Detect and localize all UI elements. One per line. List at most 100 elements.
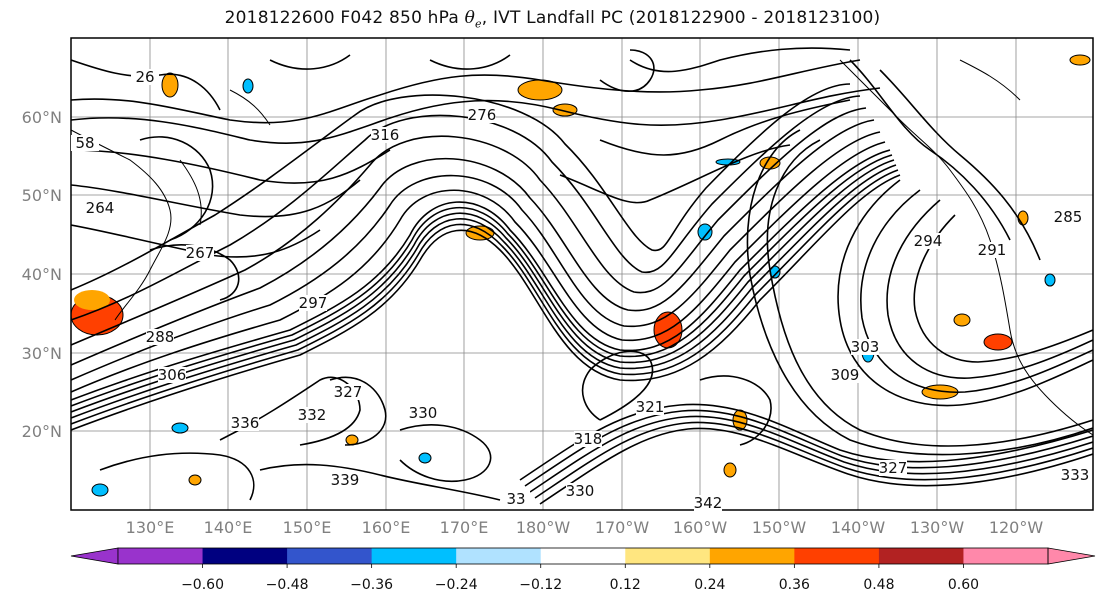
colorbar-segment	[287, 548, 373, 564]
coastlines	[71, 59, 1093, 436]
contour-label: 332	[298, 406, 327, 424]
contour-label-bg	[299, 295, 327, 311]
colorbar-min-extend	[70, 547, 119, 565]
contour-label: 330	[566, 482, 595, 500]
contour-labels: 26 267 297 294 264 306 327 330 336 332 339 303 309 32…	[71, 68, 1089, 512]
contour-label-bg	[86, 200, 114, 216]
contour-label-bg	[1061, 467, 1089, 483]
map-frame	[70, 37, 1094, 511]
colorbar-segment	[202, 548, 288, 564]
figure-title: 2018122600 F042 850 hPa θe, IVT Landfall…	[224, 8, 881, 31]
colorbar-tick-label: −0.48	[266, 577, 309, 593]
lon-tick-label: 140°E	[204, 518, 253, 537]
shaded-patches	[71, 54, 1091, 497]
lon-tick-label: 150°W	[752, 518, 807, 537]
colorbar-segment	[878, 548, 964, 564]
lon-tick-label: 170°E	[440, 518, 489, 537]
colorbar-tick-label: −0.60	[181, 577, 224, 593]
contour-label-bg	[158, 367, 186, 383]
contour-label-bg	[851, 339, 879, 355]
contour-label: 342	[694, 494, 723, 512]
colorbar-tick-label: −0.36	[350, 577, 393, 593]
contour-label: 33	[506, 490, 525, 508]
colorbar-tick-label: 0.12	[610, 577, 641, 593]
lon-tick-label: 140°W	[831, 518, 886, 537]
contour-label-bg	[502, 491, 530, 507]
contour-label: 318	[574, 430, 603, 448]
contour-label-bg	[298, 407, 326, 423]
longitude-labels: 130°E 140°E 150°E 160°E 170°E 180°W 170°W 160°W…	[126, 518, 1044, 537]
lat-tick-label: 20°N	[22, 422, 62, 441]
contour-label-bg	[131, 69, 159, 85]
contour-label: 294	[914, 232, 943, 250]
lon-tick-label: 130°W	[910, 518, 965, 537]
colorbar-tick-label: 0.36	[779, 577, 810, 593]
contour-label: 327	[879, 459, 908, 477]
contour-label: 330	[409, 404, 438, 422]
lon-tick-label: 180°W	[516, 518, 571, 537]
theta-e-contours	[71, 47, 1093, 505]
contour-label-bg	[914, 233, 942, 249]
colorbar-segment	[456, 548, 542, 564]
lat-tick-label: 40°N	[22, 265, 62, 284]
colorbar-max-extend	[1047, 547, 1096, 565]
lon-tick-label: 120°W	[989, 518, 1044, 537]
colorbar-segment	[794, 548, 880, 564]
colorbar: −0.60 −0.48 −0.36 −0.24 −0.12 0.12 0.24 0.36 0.4…	[70, 547, 1096, 593]
contour-label: 288	[146, 328, 175, 346]
colorbar-segment	[625, 548, 711, 564]
colorbar-border	[117, 547, 1049, 565]
contour-label-bg	[574, 431, 602, 447]
lon-tick-label: 130°E	[126, 518, 175, 537]
contour-label: 58	[75, 134, 94, 152]
contour-label-bg	[1054, 209, 1082, 225]
contour-label-bg	[409, 405, 437, 421]
contour-label-bg	[694, 495, 722, 511]
contour-label: 327	[334, 383, 363, 401]
contour-label: 285	[1054, 208, 1083, 226]
contour-label-bg	[468, 107, 496, 123]
contour-label-bg	[186, 245, 214, 261]
contour-label: 303	[851, 338, 880, 356]
contour-label: 309	[831, 366, 860, 384]
lon-tick-label: 170°W	[595, 518, 650, 537]
lon-tick-label: 160°W	[673, 518, 728, 537]
contour-label: 26	[135, 68, 154, 86]
contour-label: 333	[1061, 466, 1090, 484]
contour-label-bg	[371, 127, 399, 143]
contour-label: 316	[371, 126, 400, 144]
contour-label: 339	[331, 471, 360, 489]
colorbar-tick-label: −0.12	[519, 577, 562, 593]
contour-label-bg	[146, 329, 174, 345]
contour-label-bg	[334, 384, 362, 400]
contour-label-bg	[831, 367, 859, 383]
colorbar-tick-label: 0.48	[863, 577, 894, 593]
lon-tick-label: 150°E	[283, 518, 332, 537]
lat-tick-label: 30°N	[22, 344, 62, 363]
contour-label: 276	[468, 106, 497, 124]
contour-label: 291	[978, 241, 1007, 259]
contour-label: 264	[86, 199, 115, 217]
contour-label: 336	[231, 414, 260, 432]
contour-label: 267	[186, 244, 215, 262]
contour-label-bg	[879, 460, 907, 476]
lat-tick-label: 50°N	[22, 186, 62, 205]
contour-label-bg	[566, 483, 594, 499]
lon-tick-label: 160°E	[362, 518, 411, 537]
colorbar-segment	[963, 548, 1049, 564]
contour-label: 306	[158, 366, 187, 384]
colorbar-tick-label: 0.60	[948, 577, 979, 593]
colorbar-tick-label: −0.24	[435, 577, 478, 593]
colorbar-segment	[371, 548, 457, 564]
contour-label: 297	[299, 294, 328, 312]
contour-label-bg	[71, 135, 99, 151]
contour-label-bg	[331, 472, 359, 488]
colorbar-segment	[540, 548, 626, 564]
contour-label-bg	[636, 399, 664, 415]
lat-tick-label: 60°N	[22, 108, 62, 127]
colorbar-segment	[709, 548, 795, 564]
colorbar-tick-label: 0.24	[694, 577, 725, 593]
latitude-labels: 60°N 50°N 40°N 30°N 20°N	[22, 108, 62, 441]
contour-label-bg	[231, 415, 259, 431]
